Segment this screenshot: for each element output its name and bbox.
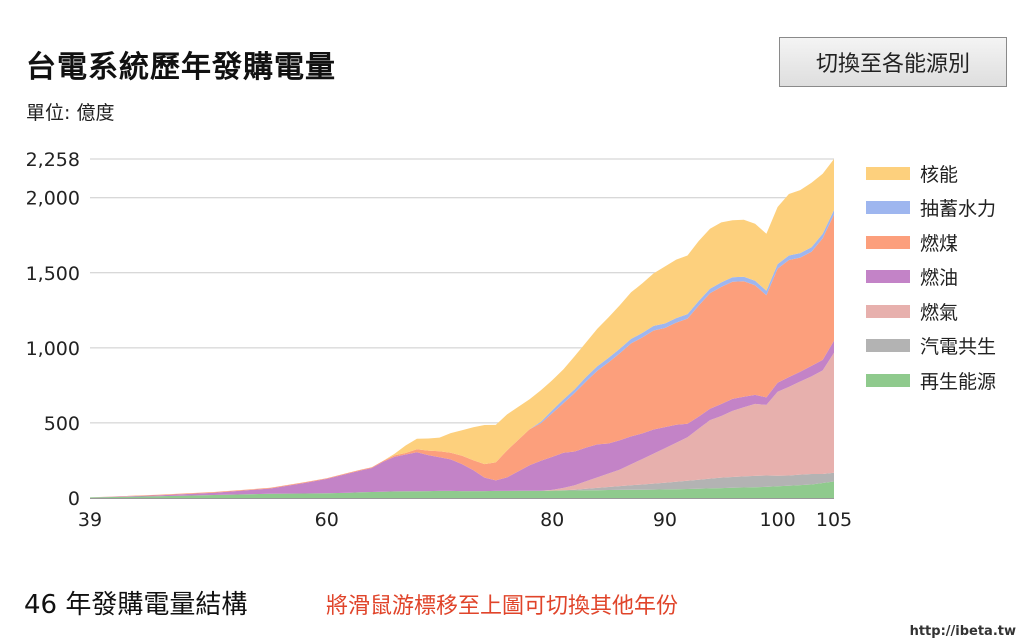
area-series-燃氣[interactable] [90, 352, 834, 498]
page-title: 台電系統歷年發購電量 [26, 50, 336, 85]
area-series-燃油[interactable] [90, 340, 834, 498]
legend-label: 核能 [920, 163, 959, 186]
x-tick-label: 90 [653, 509, 677, 531]
legend-label: 抽蓄水力 [920, 198, 997, 221]
switch-energy-button[interactable]: 切換至各能源別 [779, 37, 1007, 87]
y-tick-label: 2,258 [26, 149, 80, 171]
y-tick-label: 1,500 [26, 263, 80, 285]
watermark: http://ibeta.tw [907, 624, 1018, 639]
legend-label: 汽電共生 [920, 336, 997, 359]
legend-swatch [866, 339, 910, 353]
legend-label: 燃氣 [920, 301, 959, 324]
legend-item: 抽蓄水力 [866, 191, 996, 226]
y-tick-label: 500 [44, 413, 80, 435]
x-tick-label: 105 [816, 509, 852, 531]
x-tick-label: 60 [315, 509, 339, 531]
y-tick-label: 2,000 [26, 188, 80, 210]
legend-swatch [866, 201, 910, 215]
legend-item: 汽電共生 [866, 329, 996, 364]
axes: 0 500 1,000 1,500 2,000 2,258 39 60 80 90 100 105 [26, 149, 853, 531]
legend-swatch [866, 166, 910, 180]
x-tick-label: 100 [760, 509, 796, 531]
legend-item: 燃氣 [866, 294, 996, 329]
legend-swatch [866, 373, 910, 387]
area-series-燃煤[interactable] [90, 214, 834, 498]
area-series-汽電共生[interactable] [90, 472, 834, 498]
legend: 核能抽蓄水力燃煤燃油燃氣汽電共生再生能源 [866, 156, 996, 398]
y-tick-label: 0 [68, 488, 80, 510]
legend-item: 燃煤 [866, 225, 996, 260]
y-tick-label: 1,000 [26, 338, 80, 360]
legend-item: 核能 [866, 156, 996, 191]
legend-label: 燃煤 [920, 232, 959, 255]
legend-label: 燃油 [920, 267, 959, 290]
area-series[interactable] [90, 159, 834, 498]
legend-item: 再生能源 [866, 363, 996, 398]
unit-label: 單位: 億度 [26, 102, 115, 124]
legend-label: 再生能源 [920, 370, 997, 393]
legend-swatch [866, 235, 910, 249]
legend-swatch [866, 270, 910, 284]
legend-swatch [866, 304, 910, 318]
selected-year-label: 46 年發購電量結構 [24, 590, 248, 620]
x-tick-label: 39 [78, 509, 102, 531]
area-series-再生能源[interactable] [90, 481, 834, 499]
hover-hint: 將滑鼠游標移至上圖可切換其他年份 [326, 594, 679, 619]
legend-item: 燃油 [866, 260, 996, 295]
x-tick-label: 80 [540, 509, 564, 531]
